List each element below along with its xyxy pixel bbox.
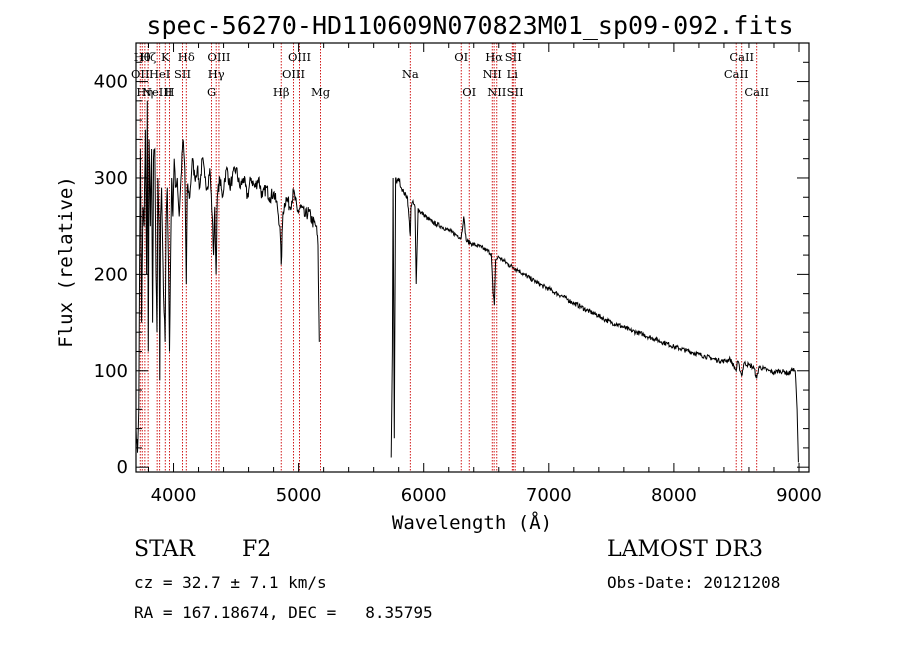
- line-label: OIII: [288, 50, 311, 64]
- line-label: OIII: [282, 67, 305, 81]
- line-label: Hζ: [140, 50, 156, 64]
- flux-line: [135, 100, 320, 453]
- line-label: SII: [174, 67, 191, 81]
- line-label: Hβ: [273, 85, 290, 99]
- chart-title: spec-56270-HD110609N070823M01_sp09-092.f…: [146, 11, 793, 40]
- line-label: K: [161, 50, 170, 64]
- line-label: OII: [131, 67, 150, 81]
- plot-frame: [135, 42, 810, 473]
- line-label: SII: [505, 50, 522, 64]
- line-label: Hα: [485, 50, 503, 64]
- y-tick-label: 300: [94, 168, 128, 189]
- y-tick-label: 100: [94, 361, 128, 382]
- line-label: OIII: [207, 50, 230, 64]
- line-label: Na: [402, 67, 419, 81]
- flux-line: [390, 177, 799, 463]
- x-axis-ticks: 4000 5000 6000 7000 8000 9000: [148, 43, 822, 506]
- line-label: NII: [487, 85, 506, 99]
- x-tick-label: 6000: [401, 485, 447, 506]
- line-label: HeI: [149, 67, 170, 81]
- obs-date: Obs-Date: 20121208: [607, 573, 781, 592]
- line-label: NII: [483, 67, 502, 81]
- line-label: Mg: [311, 85, 331, 99]
- x-tick-label: 9000: [776, 485, 822, 506]
- line-label: NeIII: [142, 85, 173, 99]
- line-label: CaII: [724, 67, 749, 81]
- y-tick-label: 0: [117, 457, 128, 478]
- line-label: CaII: [744, 85, 769, 99]
- x-tick-label: 4000: [151, 485, 197, 506]
- flux-series: [135, 100, 799, 463]
- x-axis-label: Wavelength (Å): [392, 511, 552, 534]
- line-label: OI: [462, 85, 476, 99]
- y-tick-label: 400: [94, 72, 128, 93]
- line-label: SII: [507, 85, 524, 99]
- line-label: G: [207, 85, 216, 99]
- x-tick-label: 5000: [276, 485, 322, 506]
- line-label: Hθ: [134, 50, 151, 64]
- y-axis-ticks: 0 100 200 300 400: [94, 61, 809, 478]
- survey-name: LAMOST DR3: [607, 537, 763, 562]
- x-tick-label: 7000: [526, 485, 572, 506]
- line-labels: OII Hθ Hη Hζ NeIII HeI K H SII Hδ G Hγ OIII Hβ OIII OII…: [131, 50, 769, 99]
- line-label: H: [165, 85, 175, 99]
- subclass: F2: [242, 537, 272, 562]
- line-label: Li: [507, 67, 519, 81]
- coordinates: RA = 167.18674, DEC = 8.35795: [134, 603, 433, 622]
- line-markers: [139, 43, 758, 472]
- line-label: Hδ: [178, 50, 195, 64]
- line-label: CaII: [729, 50, 754, 64]
- velocity: cz = 32.7 ± 7.1 km/s: [134, 573, 327, 592]
- y-axis-label: Flux (relative): [55, 176, 77, 348]
- y-tick-label: 200: [94, 264, 128, 285]
- line-label: Hγ: [208, 67, 225, 81]
- line-label: Hη: [136, 85, 153, 99]
- x-tick-label: 8000: [651, 485, 697, 506]
- object-class: STAR: [134, 537, 195, 562]
- line-label: OI: [454, 50, 468, 64]
